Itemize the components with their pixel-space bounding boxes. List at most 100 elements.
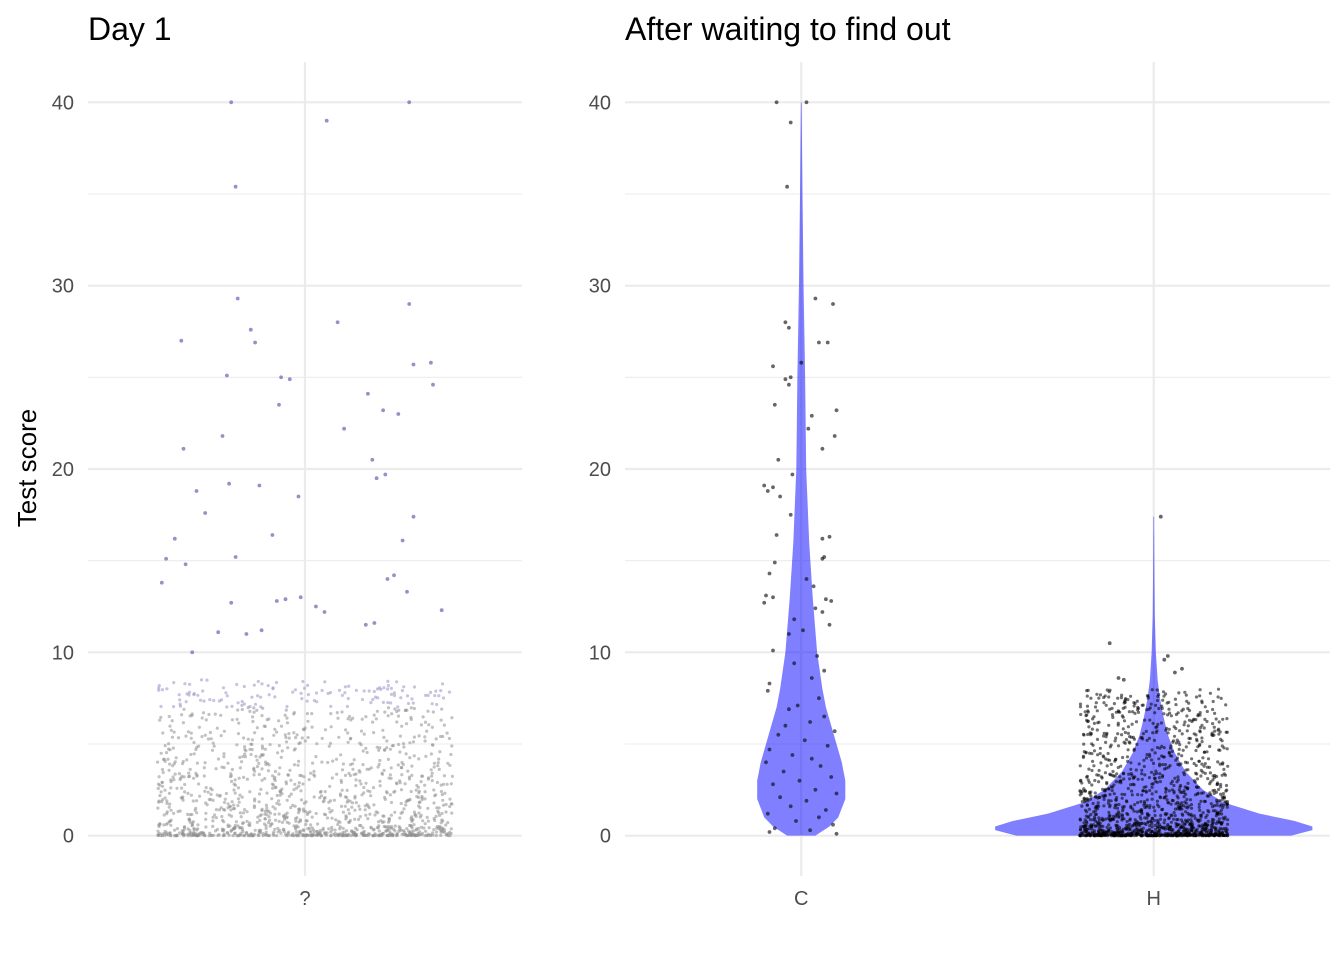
data-point [1086,709,1090,713]
data-point [1174,802,1178,806]
data-point [445,782,449,786]
data-point [1133,803,1137,807]
data-point [1105,764,1109,768]
data-point [1102,797,1106,802]
data-point [373,695,378,699]
data-point [1211,774,1215,778]
data-point [1162,694,1166,698]
data-point [1216,695,1220,699]
data-point [783,723,788,728]
data-point [432,761,436,765]
data-point [1134,833,1138,838]
data-point [277,772,281,776]
data-point [1096,807,1100,811]
data-point [383,795,387,800]
data-point [158,822,162,827]
data-point [216,757,221,761]
data-point [385,739,389,743]
data-point [268,743,272,747]
data-point [285,721,290,725]
data-point [411,701,415,705]
data-point [787,707,791,712]
data-point [1084,714,1088,718]
data-point [169,786,173,790]
data-point [414,828,418,832]
data-point [316,822,320,826]
data-point [336,716,340,720]
data-point [273,786,277,790]
data-point [423,783,427,787]
data-point [246,706,250,710]
data-point [1095,728,1099,732]
data-point [224,791,228,796]
data-point [372,803,376,807]
data-point [228,804,233,808]
data-point [1157,706,1161,711]
data-point [248,747,252,752]
data-point [1198,713,1202,717]
data-point [434,830,438,834]
data-point [267,717,271,721]
y-tick-label: 10 [589,642,611,664]
data-point [304,822,308,827]
data-point [403,782,407,786]
data-point [409,715,413,720]
data-point [235,743,239,747]
data-point [192,776,196,780]
data-point [159,715,163,720]
data-point [325,831,329,835]
data-point [429,690,433,695]
data-point [408,741,412,745]
data-point [801,628,805,633]
data-point [275,793,279,798]
data-point [399,801,403,806]
data-point [163,788,167,792]
data-point [389,766,393,770]
data-point [1127,772,1131,776]
data-point [1203,771,1207,776]
data-point [1201,791,1205,795]
data-point [1160,833,1164,837]
data-point [200,716,204,720]
data-point [1172,831,1176,835]
data-point [341,826,345,831]
data-point [157,800,161,804]
data-point [804,100,809,105]
data-point [347,832,351,836]
data-point [173,828,177,832]
data-point [1131,710,1135,714]
data-point [383,825,388,829]
data-point [1218,804,1222,808]
data-point [1150,797,1154,801]
data-point [1186,724,1190,728]
data-point [1190,806,1194,810]
data-point [437,806,441,810]
data-point [344,815,348,819]
data-point [197,782,201,786]
data-point [213,813,217,817]
data-point [388,773,392,777]
data-point [240,760,244,764]
data-point [169,818,173,822]
data-point [158,794,162,798]
data-point [273,769,277,774]
data-point [1152,772,1156,777]
data-point [175,827,180,831]
data-point [1181,820,1185,824]
data-point [353,817,357,821]
data-point [1085,803,1089,807]
data-point [156,760,160,764]
data-point [1145,753,1149,757]
data-point [1116,744,1121,748]
data-point [790,472,795,477]
data-point [1145,798,1149,802]
data-point [220,434,225,438]
data-point [818,764,823,768]
data-point [181,798,185,802]
data-point [352,758,356,762]
data-point [224,691,228,695]
data-point [1080,800,1084,804]
data-point [1177,691,1181,695]
data-point [1087,725,1091,729]
data-point [1131,776,1135,780]
